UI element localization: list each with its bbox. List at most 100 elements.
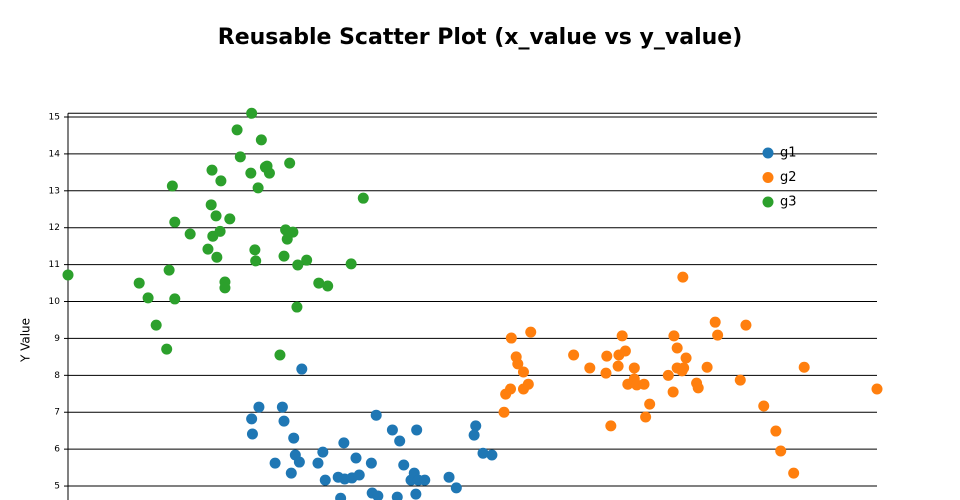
scatter-point <box>249 244 261 256</box>
legend-label: g1 <box>780 146 797 161</box>
y-axis-label: Y Value <box>19 318 33 363</box>
scatter-point <box>667 386 679 398</box>
legend-marker <box>762 147 774 159</box>
y-tick-label: 11 <box>49 260 60 270</box>
scatter-point <box>443 471 455 483</box>
scatter-point <box>161 343 173 355</box>
y-tick-label: 5 <box>54 482 60 492</box>
scatter-point <box>215 175 227 187</box>
scatter-point <box>612 360 624 372</box>
scatter-point <box>505 383 517 395</box>
scatter-point <box>758 400 770 412</box>
scatter-point <box>775 445 787 457</box>
scatter-point <box>709 316 721 328</box>
scatter-point <box>638 378 650 390</box>
scatter-point <box>391 491 403 500</box>
y-tick-label: 8 <box>54 371 60 381</box>
scatter-point <box>525 326 537 338</box>
scatter-point <box>214 225 226 237</box>
scatter-point <box>319 474 331 486</box>
scatter-point <box>313 277 325 289</box>
scatter-point <box>370 409 382 421</box>
scatter-point <box>202 243 214 255</box>
y-tick-label: 12 <box>49 223 60 233</box>
scatter-point <box>568 349 580 361</box>
scatter-point <box>250 255 262 267</box>
scatter-point <box>512 358 524 370</box>
scatter-point <box>274 349 286 361</box>
scatter-point <box>619 345 631 357</box>
scatter-point <box>142 292 154 304</box>
scatter-point <box>601 350 613 362</box>
scatter-point <box>288 432 300 444</box>
scatter-point <box>317 446 329 458</box>
scatter-point <box>296 363 308 375</box>
scatter-point <box>411 424 423 436</box>
scatter-point <box>345 258 357 270</box>
scatter-point <box>584 362 596 374</box>
scatter-point <box>770 425 782 437</box>
scatter-point <box>301 254 313 266</box>
y-tick-label: 14 <box>49 149 61 159</box>
scatter-point <box>734 374 746 386</box>
chart-title: Reusable Scatter Plot (x_value vs y_valu… <box>218 25 743 50</box>
scatter-point <box>498 406 510 418</box>
scatter-point <box>350 452 362 464</box>
scatter-point <box>372 490 384 500</box>
scatter-point <box>798 361 810 373</box>
y-tick-label: 6 <box>54 445 60 455</box>
scatter-point <box>263 167 275 179</box>
scatter-point <box>640 411 652 423</box>
scatter-point <box>410 488 422 500</box>
scatter-point <box>293 456 305 468</box>
scatter-point <box>701 361 713 373</box>
scatter-point <box>677 271 689 283</box>
scatter-point <box>712 329 724 341</box>
scatter-point <box>692 382 704 394</box>
scatter-point <box>468 429 480 441</box>
scatter-point <box>398 459 410 471</box>
y-tick-label: 15 <box>49 112 60 122</box>
scatter-point <box>245 167 257 179</box>
scatter-point <box>150 319 162 331</box>
scatter-point <box>231 124 243 136</box>
scatter-point <box>234 151 246 163</box>
scatter-point <box>505 332 517 344</box>
scatter-point <box>419 474 431 486</box>
scatter-point <box>394 435 406 447</box>
y-tick-label: 7 <box>54 408 60 418</box>
scatter-point <box>287 226 299 238</box>
scatter-point <box>668 330 680 342</box>
scatter-point <box>671 342 683 354</box>
scatter-point <box>678 362 690 374</box>
scatter-point <box>788 467 800 479</box>
scatter-point <box>184 228 196 240</box>
scatter-point <box>284 157 296 169</box>
y-tick-label: 10 <box>49 297 61 307</box>
scatter-point <box>211 251 223 263</box>
scatter-point <box>386 424 398 436</box>
scatter-point <box>246 107 258 119</box>
scatter-point <box>871 383 883 395</box>
scatter-point <box>644 398 656 410</box>
scatter-point <box>210 210 222 222</box>
scatter-point <box>312 457 324 469</box>
legend-marker <box>762 196 774 208</box>
scatter-point <box>169 293 181 305</box>
scatter-point <box>205 199 217 211</box>
scatter-point <box>335 492 347 500</box>
scatter-point <box>219 282 231 294</box>
y-tick-label: 13 <box>49 186 60 196</box>
scatter-point <box>662 369 674 381</box>
scatter-point <box>166 180 178 192</box>
scatter-point <box>450 482 462 494</box>
scatter-point <box>322 280 334 292</box>
scatter-point <box>680 352 692 364</box>
scatter-point <box>206 164 218 176</box>
scatter-point <box>253 401 265 413</box>
legend-label: g3 <box>780 195 797 210</box>
scatter-point <box>486 449 498 461</box>
scatter-point <box>740 319 752 331</box>
scatter-point <box>292 259 304 271</box>
